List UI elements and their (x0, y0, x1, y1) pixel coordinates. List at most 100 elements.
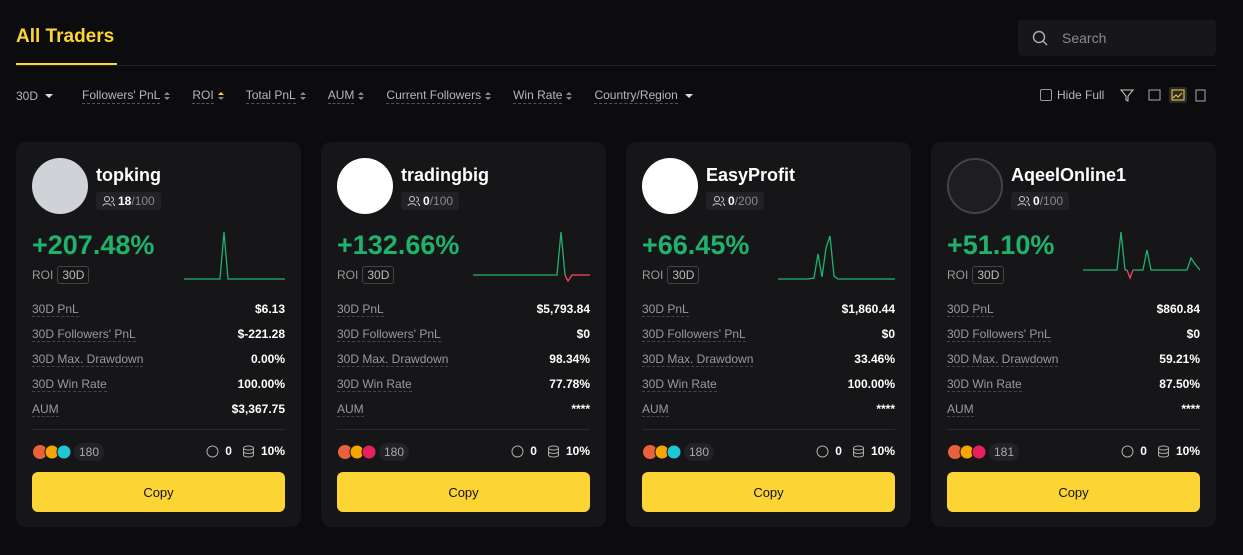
stat-label: 30D PnL (32, 302, 79, 317)
people-icon (102, 196, 115, 207)
share-icon (547, 445, 559, 457)
stat-row: 30D PnL $860.84 (947, 302, 1200, 317)
trader-name[interactable]: AqeelOnline1 (1011, 165, 1127, 185)
share-icon (242, 445, 254, 457)
page-title[interactable]: All Traders (16, 26, 115, 47)
roi-value: +207.48% (32, 230, 155, 260)
stat-row: 30D Max. Drawdown 33.46% (642, 352, 895, 367)
filter-label: Win Rate (513, 88, 563, 104)
filter[interactable]: 30D (16, 88, 56, 104)
filter-label: AUM (327, 88, 355, 104)
count-icon (816, 445, 829, 457)
trader-name[interactable]: tradingbig (401, 165, 489, 185)
followers-count: 18 (118, 194, 132, 208)
copy-button[interactable]: Copy (337, 472, 590, 512)
roi-label: ROI (32, 268, 54, 282)
stat-row: 30D Followers' PnL $0 (337, 327, 590, 342)
count-value: 0 (1140, 444, 1147, 458)
roi-value: +66.45% (642, 230, 750, 260)
trader-card: EasyProfit 0/200 +66.45% ROI 30D 30D PnL $1,86… (626, 142, 911, 527)
stat-row: 30D Max. Drawdown 98.34% (337, 352, 590, 367)
followers-pill: 0/200 (706, 192, 765, 210)
coin-icons (33, 444, 72, 460)
share-value: 10% (870, 444, 895, 458)
followers-count: 0 (423, 194, 430, 208)
stat-label: 30D Max. Drawdown (642, 352, 754, 367)
roi-label-row: ROI 30D (642, 266, 700, 284)
search-box[interactable]: Search (1018, 20, 1216, 56)
share-value: 10% (565, 444, 590, 458)
sparkline (1083, 231, 1200, 280)
sort-icon (164, 92, 171, 100)
avatar[interactable] (32, 158, 88, 214)
avatar[interactable] (642, 158, 698, 214)
copy-button[interactable]: Copy (642, 472, 895, 512)
copy-button[interactable]: Copy (947, 472, 1200, 512)
filter[interactable]: AUM (327, 88, 365, 104)
divider (642, 429, 895, 430)
stat-label: 30D Followers' PnL (337, 327, 441, 342)
count-value: 0 (530, 444, 537, 458)
dropdown-caret (45, 94, 54, 98)
avatar[interactable] (337, 158, 393, 214)
followers-capacity: /100 (429, 194, 454, 208)
stat-label: 30D Max. Drawdown (947, 352, 1059, 367)
stat-row: 30D Win Rate 77.78% (337, 377, 590, 392)
stat-value: 100.00% (847, 377, 895, 391)
dropdown-caret (684, 94, 693, 98)
roi-label: ROI (947, 268, 969, 282)
roi-label: ROI (337, 268, 359, 282)
followers-pill: 0/100 (1011, 192, 1070, 210)
stat-value: $0 (1186, 327, 1200, 341)
filter-bar: 30D Followers' PnL ROI Total PnL AUM Current … (16, 88, 718, 104)
stat-row: 30D Win Rate 87.50% (947, 377, 1200, 392)
stat-value: $0 (576, 327, 590, 341)
roi-value: +51.10% (947, 230, 1055, 260)
followers-pill: 18/100 (96, 192, 161, 210)
copiers-count: 180 (684, 443, 715, 461)
filter[interactable]: Total PnL (245, 88, 306, 104)
trader-name[interactable]: topking (96, 165, 161, 185)
trader-card: tradingbig 0/100 +132.66% ROI 30D 30D PnL $5,7… (321, 142, 606, 527)
stat-value: $1,860.44 (841, 302, 895, 316)
stat-label: AUM (337, 402, 364, 417)
stat-label: 30D Max. Drawdown (337, 352, 449, 367)
count-icon (206, 445, 219, 457)
card-metrics: 0 10% (206, 444, 285, 458)
filter[interactable]: Current Followers (386, 88, 492, 104)
count-value: 0 (835, 444, 842, 458)
stat-label: 30D Win Rate (32, 377, 107, 392)
stat-label: AUM (947, 402, 974, 417)
trader-name[interactable]: EasyProfit (706, 165, 796, 185)
stat-label: 30D Win Rate (947, 377, 1022, 392)
sort-icon (358, 92, 365, 100)
share-value: 10% (1175, 444, 1200, 458)
stat-label: 30D Followers' PnL (642, 327, 746, 342)
card-metrics: 0 10% (816, 444, 895, 458)
view-icons[interactable] (1117, 87, 1207, 103)
stat-row: AUM **** (642, 402, 895, 417)
period-tag: 30D (667, 266, 700, 284)
avatar[interactable] (947, 158, 1003, 214)
filter[interactable]: ROI (192, 88, 224, 104)
stat-row: 30D PnL $6.13 (32, 302, 285, 317)
sort-icon (485, 92, 492, 100)
people-icon (1017, 196, 1030, 207)
period-tag: 30D (362, 266, 395, 284)
copy-button[interactable]: Copy (32, 472, 285, 512)
stat-value: $0 (881, 327, 895, 341)
stat-row: 30D PnL $5,793.84 (337, 302, 590, 317)
roi-value: +132.66% (337, 230, 460, 260)
trader-card: topking 18/100 +207.48% ROI 30D 30D PnL $6.13 3… (16, 142, 301, 527)
stat-row: AUM **** (947, 402, 1200, 417)
count-icon (1121, 445, 1134, 457)
filter[interactable]: Country/Region (594, 88, 695, 104)
share-icon (1157, 445, 1169, 457)
stat-label: 30D PnL (642, 302, 689, 317)
checkbox[interactable] (1040, 89, 1052, 101)
filter-label: 30D (16, 88, 39, 103)
filter[interactable]: Win Rate (513, 88, 573, 104)
filter[interactable]: Followers' PnL (82, 88, 171, 104)
roi-label: ROI (642, 268, 664, 282)
hide-full[interactable]: Hide Full (1040, 87, 1207, 103)
